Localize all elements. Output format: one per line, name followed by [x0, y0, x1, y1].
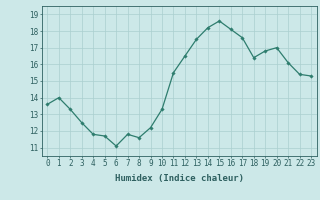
X-axis label: Humidex (Indice chaleur): Humidex (Indice chaleur) — [115, 174, 244, 183]
